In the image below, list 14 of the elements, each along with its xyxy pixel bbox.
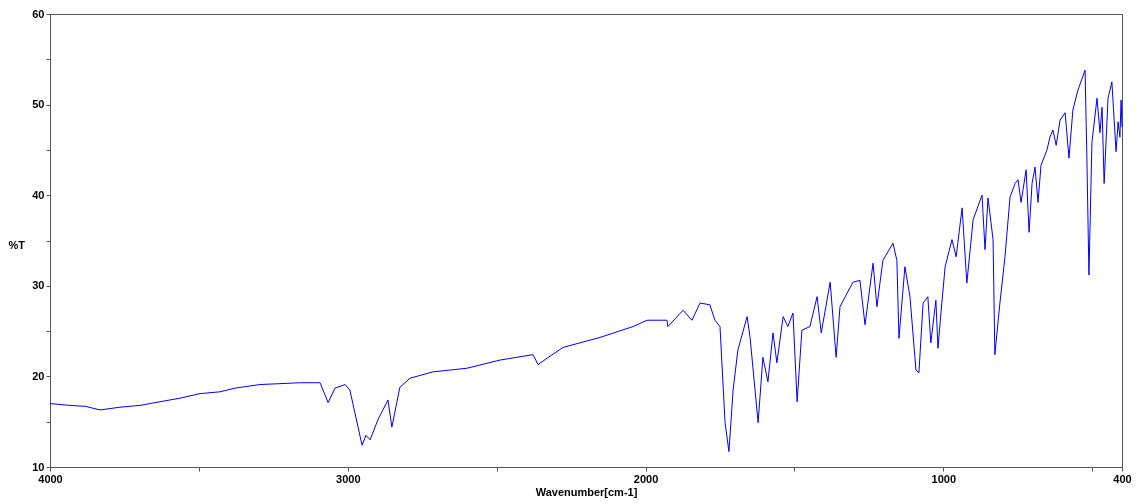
line-series: [49, 69, 1123, 453]
x-tick-label: 400: [1113, 472, 1132, 485]
x-tick-label: 3000: [336, 472, 361, 485]
y-tick-label: 20: [32, 369, 45, 382]
y-tick-label: 40: [32, 188, 45, 201]
y-tick-label: 10: [32, 460, 45, 473]
x-tick-label: 2000: [633, 472, 659, 485]
x-tick-label: 1000: [931, 472, 957, 485]
y-axis-title: %T: [8, 238, 26, 251]
y-tick-label: 30: [32, 279, 45, 292]
x-tick-label: 4000: [38, 472, 63, 485]
y-tick-label: 50: [32, 98, 45, 111]
y-tick-label: 60: [32, 7, 45, 20]
x-axis-title: Wavenumber[cm-1]: [535, 485, 638, 498]
